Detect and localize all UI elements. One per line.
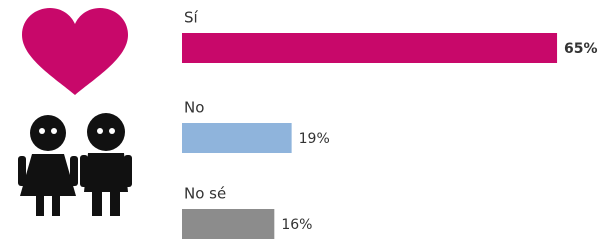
category-label: Sí [184,9,199,27]
value-label: 16% [281,217,312,233]
bar [182,209,274,239]
category-label: No sé [184,185,226,203]
chart: Sí 65% No 19% No sé 16% [0,0,602,242]
heart-icon [22,8,128,95]
bar [182,123,292,153]
value-label: 19% [299,131,330,147]
value-label: 65% [564,41,598,57]
category-label: No [184,99,204,117]
people-icon [18,113,132,216]
bar [182,33,557,63]
